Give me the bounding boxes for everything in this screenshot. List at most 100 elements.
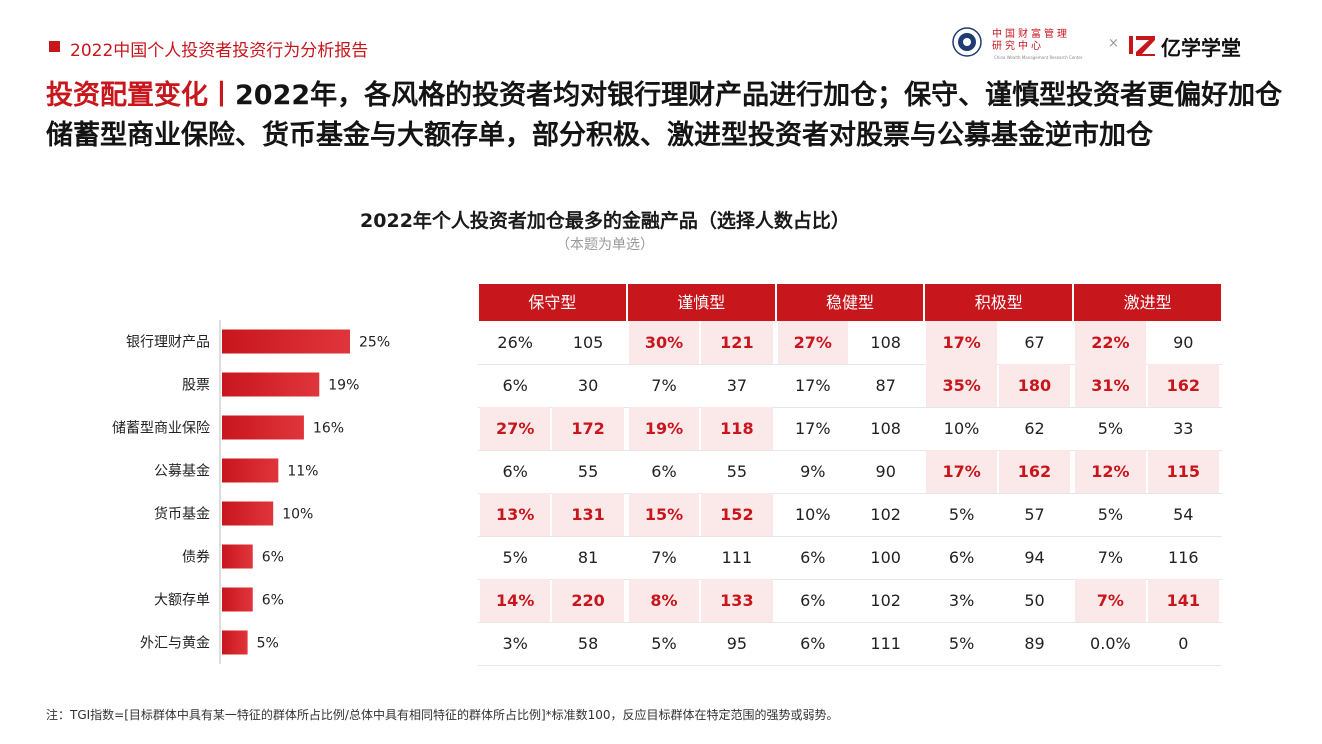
- share-cell: 7%: [651, 548, 677, 567]
- tgi-cell: 162: [998, 450, 1071, 493]
- table-row: 26% 105 30% 121 27% 108 17% 67 22% 90: [478, 321, 1222, 365]
- share-cell: 14%: [480, 579, 551, 622]
- tgi-cell: 152: [701, 493, 773, 536]
- tgi-cell: 111: [721, 548, 753, 567]
- tgi-cell: 94: [1024, 548, 1045, 567]
- tgi-cell: 89: [1024, 634, 1045, 653]
- tgi-cell: 105: [572, 333, 604, 352]
- tgi-cell: 54: [1173, 505, 1194, 524]
- tgi-cell: 115: [1147, 450, 1219, 493]
- share-cell: 5%: [1097, 505, 1124, 524]
- table-row: 13% 131 15% 152 10% 102 5% 57 5% 54: [478, 493, 1222, 537]
- headline-prefix: 投资配置变化丨: [46, 80, 235, 111]
- bar: [222, 544, 253, 569]
- tgi-cell: 172: [552, 407, 624, 450]
- share-cell: 30%: [628, 321, 700, 364]
- share-cell: 27%: [777, 321, 848, 364]
- share-cell: 17%: [795, 376, 831, 395]
- group-header: 积极型: [925, 284, 1073, 321]
- share-cell: 8%: [628, 579, 700, 622]
- category-label: 股票: [182, 378, 210, 394]
- logo-area: 中国财富管理 研究中心 China Wealth Management Rese…: [948, 26, 1278, 64]
- share-cell: 22%: [1075, 321, 1146, 364]
- share-cell: 15%: [628, 493, 700, 536]
- group-header: 谨慎型: [627, 284, 775, 321]
- table-row: 6% 30 7% 37 17% 87 35% 180 31% 162: [478, 364, 1222, 408]
- tgi-cell: 131: [552, 493, 624, 536]
- tgi-cell: 220: [552, 579, 624, 622]
- bar-value-label: 25%: [359, 335, 390, 351]
- share-cell: 17%: [926, 450, 997, 493]
- tgi-cell: 87: [875, 376, 896, 395]
- tgi-cell: 55: [726, 462, 748, 481]
- share-cell: 6%: [800, 591, 826, 610]
- share-cell: 7%: [1097, 548, 1124, 567]
- share-cell: 5%: [948, 505, 975, 524]
- share-cell: 17%: [795, 419, 831, 438]
- tgi-cell: 108: [870, 419, 901, 438]
- category-label: 货币基金: [154, 506, 210, 523]
- headline-text: 2022年，各风格的投资者均对银行理财产品进行加仓；保守、谨慎型投资者更偏好加仓…: [46, 80, 1283, 151]
- tgi-cell: 57: [1024, 505, 1045, 524]
- tgi-cell: 180: [998, 364, 1071, 407]
- bar: [222, 587, 253, 612]
- bar-value-label: 10%: [282, 507, 313, 523]
- tgi-cell: 81: [577, 548, 599, 567]
- share-cell: 5%: [1097, 419, 1124, 438]
- bar-value-label: 6%: [262, 593, 284, 609]
- tgi-cell: 118: [701, 407, 773, 450]
- tgi-cell: 162: [1147, 364, 1219, 407]
- tgi-cell: 100: [870, 548, 901, 567]
- table-row: 14% 220 8% 133 6% 102 3% 50 7% 141: [478, 579, 1222, 623]
- share-cell: 6%: [651, 462, 677, 481]
- bar: [222, 372, 320, 397]
- category-label: 储蓄型商业保险: [112, 421, 210, 437]
- yixue-logo-mark: [1129, 36, 1155, 56]
- share-cell: 3%: [502, 634, 528, 653]
- footnote: 注：TGI指数=[目标群体中具有某一特征的群体所占比例/总体中具有相同特征的群体…: [46, 708, 839, 722]
- share-cell: 10%: [795, 505, 831, 524]
- share-cell: 0.0%: [1090, 634, 1131, 653]
- bar-value-label: 5%: [257, 636, 279, 652]
- bar: [222, 458, 279, 483]
- tgi-cell: 108: [870, 333, 901, 352]
- group-header: 稳健型: [776, 284, 924, 321]
- cwm-logo-english: China Wealth Management Research Center: [994, 55, 1083, 60]
- bar: [222, 630, 248, 655]
- bar: [222, 329, 350, 354]
- brand-name: 亿学学堂: [1161, 36, 1241, 60]
- share-cell: 6%: [800, 634, 826, 653]
- share-cell: 5%: [651, 634, 677, 653]
- share-cell: 27%: [480, 407, 551, 450]
- tgi-cell: 102: [870, 505, 901, 524]
- share-cell: 7%: [1075, 579, 1146, 622]
- share-cell: 5%: [948, 634, 975, 653]
- share-cell: 12%: [1075, 450, 1146, 493]
- table-row: 5% 81 7% 111 6% 100 6% 94 7% 116: [478, 536, 1222, 580]
- tgi-cell: 33: [1173, 419, 1194, 438]
- share-cell: 26%: [497, 333, 533, 352]
- category-label: 外汇与黄金: [140, 635, 210, 652]
- share-cell: 6%: [502, 376, 528, 395]
- bar: [222, 501, 274, 526]
- tgi-cell: 141: [1147, 579, 1219, 622]
- share-cell: 19%: [628, 407, 700, 450]
- chart-title: 2022年个人投资者加仓最多的金融产品（选择人数占比）: [360, 210, 850, 232]
- tgi-cell: 111: [870, 634, 901, 653]
- bar-value-label: 16%: [313, 421, 344, 437]
- bar-value-label: 19%: [328, 378, 359, 394]
- tgi-cell: 121: [701, 321, 773, 364]
- tgi-cell: 95: [726, 634, 748, 653]
- group-header: 激进型: [1074, 284, 1221, 321]
- tgi-cell: 90: [1173, 333, 1194, 352]
- share-cell: 3%: [948, 591, 975, 610]
- tgi-table: 保守型 谨慎型 稳健型 积极型 激进型 26% 105 30% 121 27% 108 17% 67 22…: [478, 284, 1222, 668]
- tgi-cell: 50: [1024, 591, 1045, 610]
- category-label: 银行理财产品: [126, 335, 210, 351]
- tgi-cell: 90: [875, 462, 896, 481]
- tgi-cell: 58: [577, 634, 599, 653]
- category-label: 公募基金: [154, 463, 210, 480]
- share-cell: 6%: [502, 462, 528, 481]
- report-title: 2022中国个人投资者投资行为分析报告: [70, 41, 369, 61]
- tgi-cell: 55: [577, 462, 599, 481]
